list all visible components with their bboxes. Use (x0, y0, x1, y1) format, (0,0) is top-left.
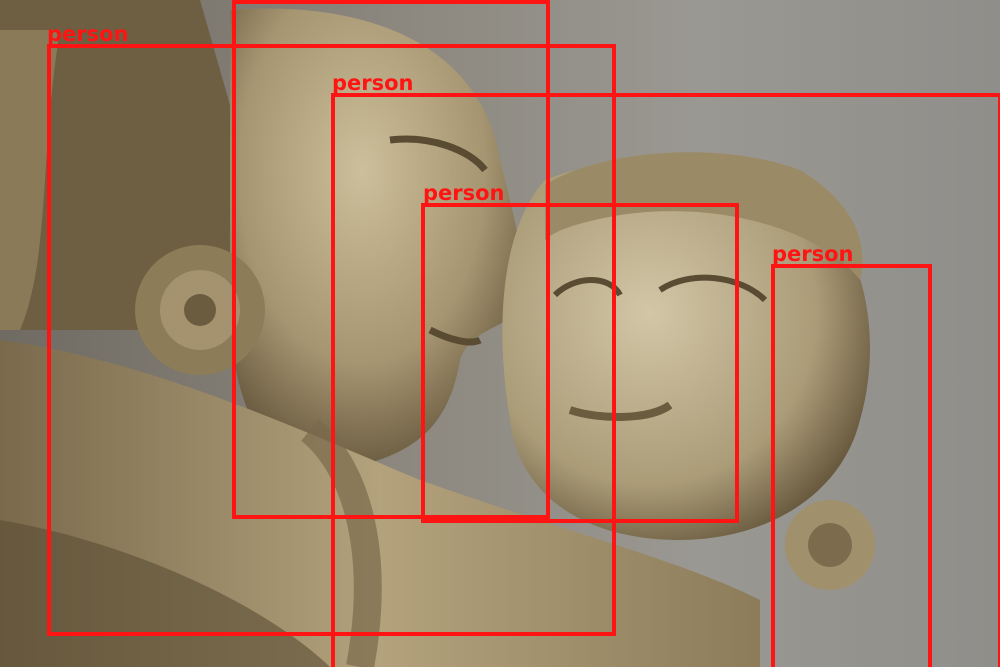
detection-label-4: person (423, 181, 505, 205)
detection-box-3 (331, 93, 1000, 667)
detection-label-5: person (772, 242, 854, 266)
detection-box-2 (232, 0, 550, 519)
detection-box-4 (421, 203, 739, 523)
detection-label-1: person (47, 22, 129, 46)
detection-box-5 (771, 264, 932, 667)
detection-label-3: person (332, 71, 414, 95)
